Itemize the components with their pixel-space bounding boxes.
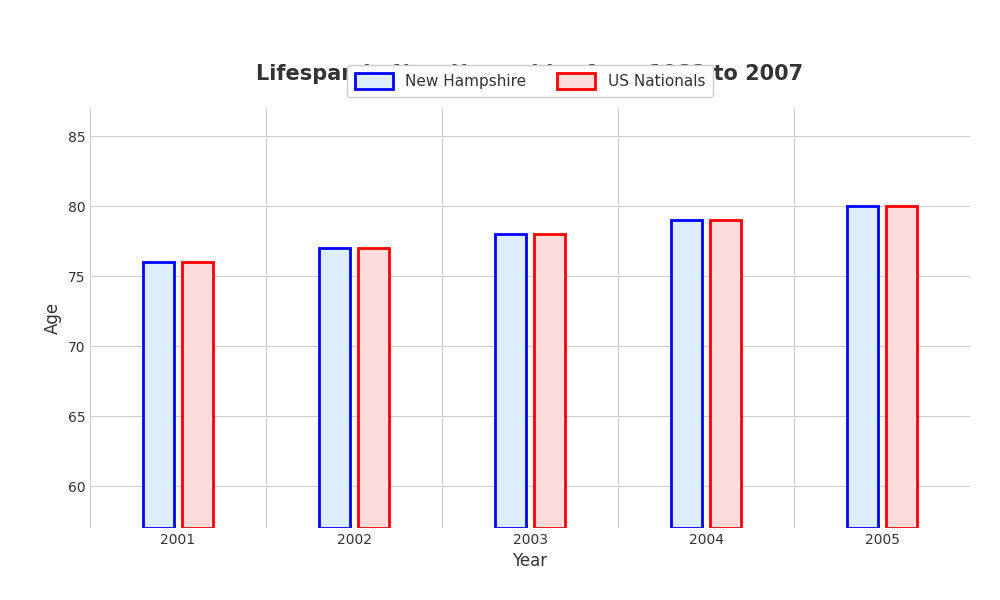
Bar xyxy=(710,220,741,528)
Bar xyxy=(534,234,565,528)
Y-axis label: Age: Age xyxy=(44,302,62,334)
Bar xyxy=(886,206,917,528)
Title: Lifespan in New Hampshire from 1982 to 2007: Lifespan in New Hampshire from 1982 to 2… xyxy=(256,64,804,84)
Bar xyxy=(495,234,526,528)
Legend: New Hampshire, US Nationals: New Hampshire, US Nationals xyxy=(347,65,713,97)
Bar xyxy=(143,262,174,528)
Bar xyxy=(182,262,213,528)
Bar xyxy=(319,248,350,528)
Bar xyxy=(358,248,389,528)
Bar xyxy=(847,206,878,528)
X-axis label: Year: Year xyxy=(512,553,548,571)
Bar xyxy=(671,220,702,528)
